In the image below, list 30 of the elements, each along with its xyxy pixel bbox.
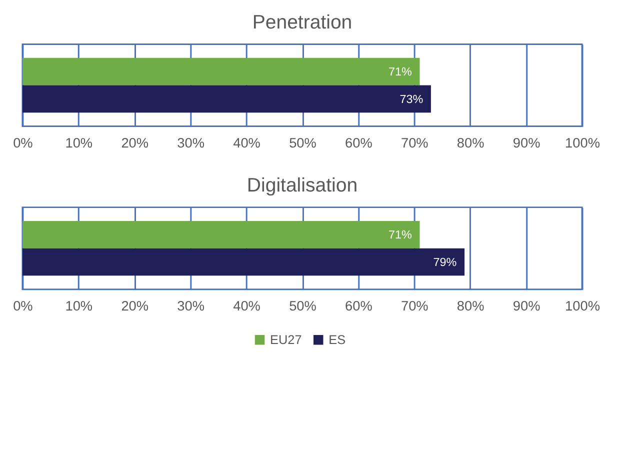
x-tick-label: 100% bbox=[565, 298, 600, 314]
x-tick-label: 20% bbox=[121, 298, 149, 314]
x-tick-label: 30% bbox=[177, 298, 204, 314]
x-tick-label: 90% bbox=[512, 298, 540, 314]
x-tick-label: 40% bbox=[233, 298, 260, 314]
data-label: 73% bbox=[400, 92, 424, 106]
x-tick-label: 70% bbox=[400, 135, 428, 150]
x-tick-label: 0% bbox=[13, 135, 33, 150]
x-tick-label: 100% bbox=[565, 135, 600, 150]
chart-title: Penetration bbox=[252, 12, 352, 34]
x-tick-label: 60% bbox=[345, 298, 372, 314]
legend-label: EU27 bbox=[270, 332, 302, 347]
x-tick-label: 40% bbox=[233, 135, 260, 150]
x-tick-label: 60% bbox=[345, 135, 372, 150]
chart-title: Digitalisation bbox=[246, 174, 358, 197]
data-label: 79% bbox=[433, 256, 457, 269]
data-label: 71% bbox=[388, 65, 412, 78]
x-tick-label: 50% bbox=[289, 298, 316, 314]
x-tick-label: 70% bbox=[400, 298, 428, 314]
x-tick-label: 80% bbox=[456, 135, 484, 150]
x-tick-label: 0% bbox=[13, 298, 33, 314]
legend-label: ES bbox=[328, 332, 346, 347]
x-tick-label: 50% bbox=[289, 135, 316, 150]
x-tick-label: 30% bbox=[177, 135, 204, 150]
x-tick-label: 80% bbox=[456, 298, 484, 314]
x-tick-label: 10% bbox=[65, 135, 93, 150]
x-tick-label: 90% bbox=[512, 135, 540, 150]
data-label: 71% bbox=[388, 228, 412, 242]
x-tick-label: 20% bbox=[121, 135, 149, 150]
x-tick-label: 10% bbox=[65, 298, 93, 314]
